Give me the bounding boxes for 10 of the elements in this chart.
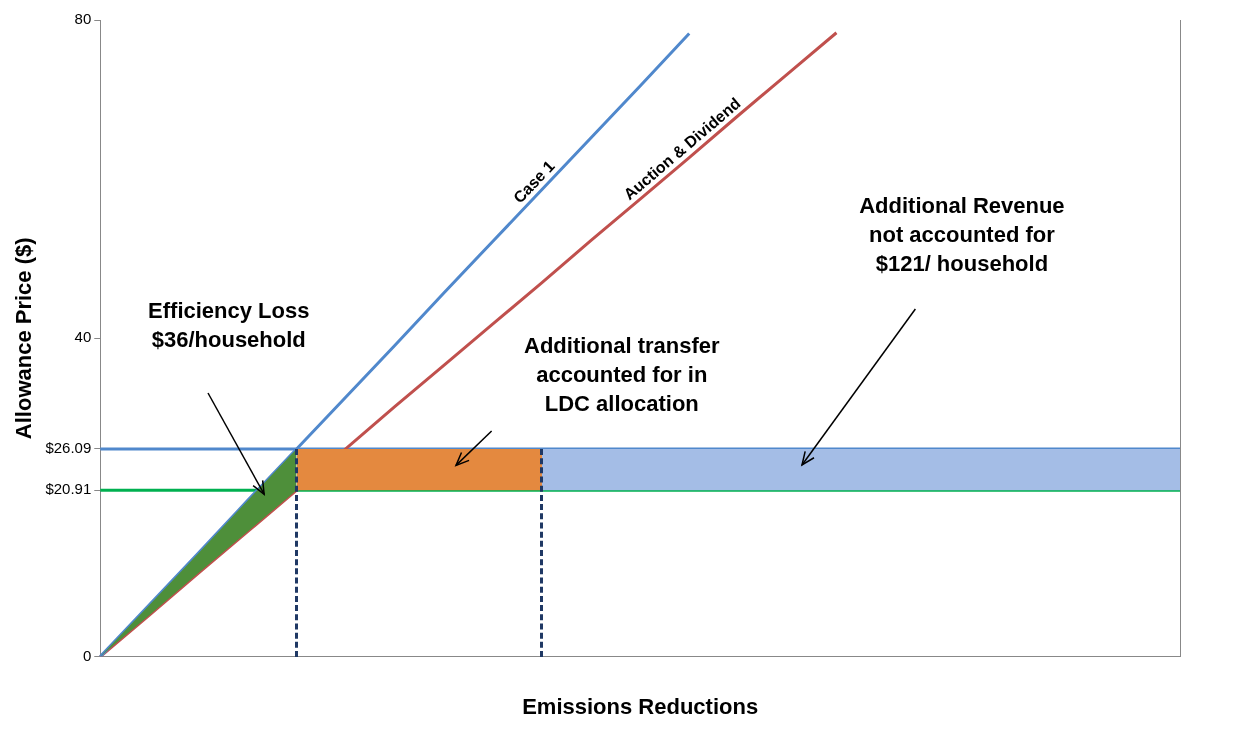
- y-axis-title: Allowance Price ($): [11, 237, 37, 440]
- y-tick-label: 80: [74, 10, 92, 28]
- annotation: Additional transfer accounted for in LDC allocation: [524, 332, 721, 416]
- x-axis-title: Emissions Reductions: [522, 693, 759, 719]
- annotation: Efficiency Loss $36/household: [148, 298, 310, 353]
- y-tick-label: 40: [74, 328, 92, 346]
- y-tick-label: $20.91: [45, 480, 92, 498]
- annotation: Additional Revenue not accounted for $121/ household: [859, 192, 1065, 276]
- y-tick-label: 0: [82, 646, 92, 664]
- y-tick-label: $26.09: [45, 439, 92, 457]
